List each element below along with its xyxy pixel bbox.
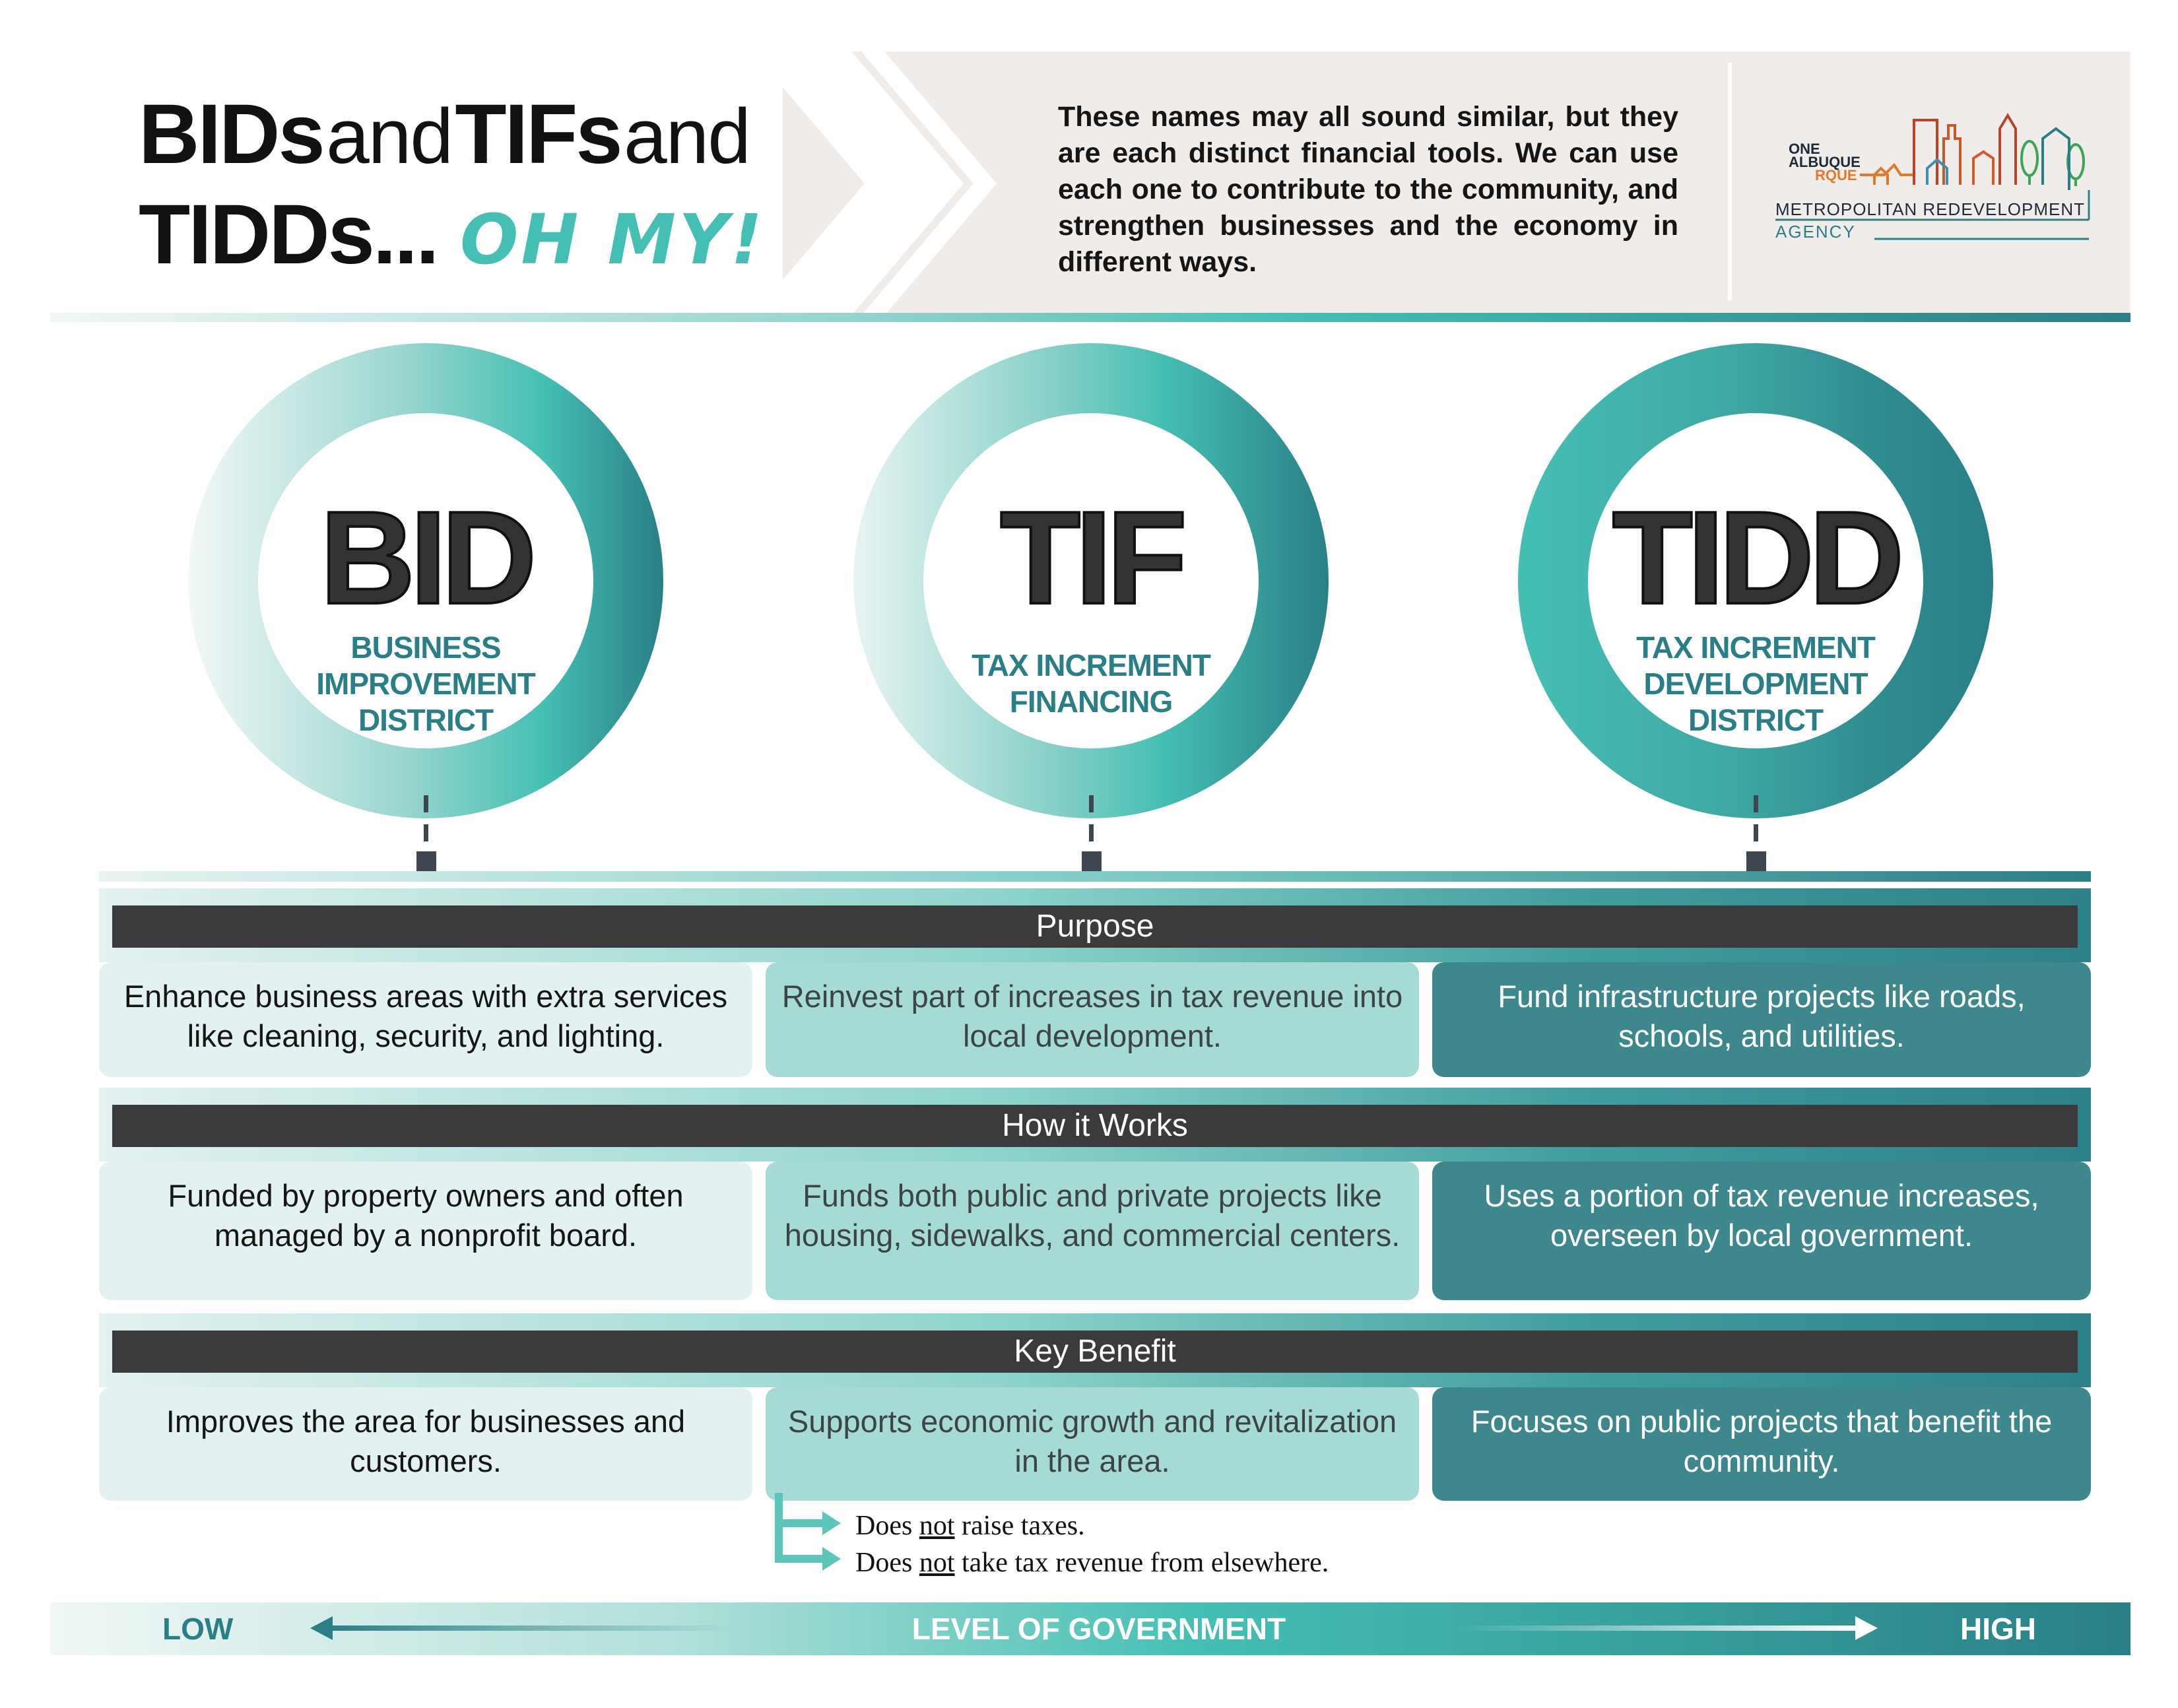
- scale-low-label: LOW: [162, 1612, 234, 1646]
- purpose-bid-cell: Enhance business areas with extra servic…: [99, 962, 752, 1077]
- purpose-tif-cell: Reinvest part of increases in tax revenu…: [766, 962, 1419, 1077]
- title-and-2: and: [624, 93, 751, 180]
- tif-circle-center: TIF TAX INCREMENT FINANCING: [923, 413, 1259, 748]
- tif-full-name: TAX INCREMENT FINANCING: [923, 647, 1259, 720]
- tif-name-line: TAX INCREMENT: [972, 648, 1211, 682]
- note-2-prefix: Does: [855, 1548, 919, 1578]
- bid-abbr: BID: [319, 484, 538, 632]
- note-1-emphasis: not: [919, 1511, 955, 1541]
- arrow-left-icon: [310, 1616, 733, 1640]
- logo-line-1: ONE: [1789, 141, 1820, 157]
- bid-circle: BID BUSINESS IMPROVEMENT DISTRICT: [188, 343, 663, 818]
- how-it-works-bid-cell: Funded by property owners and often mana…: [99, 1162, 752, 1300]
- how-it-works-tidd-cell: Uses a portion of tax revenue increases,…: [1432, 1162, 2091, 1300]
- bid-name-line: IMPROVEMENT: [316, 667, 535, 701]
- note-2-emphasis: not: [919, 1548, 955, 1578]
- title-tifs: TIFs: [455, 87, 622, 181]
- bid-connector-end: [416, 851, 436, 871]
- bid-name-line: DISTRICT: [358, 703, 494, 737]
- tidd-name-line: DEVELOPMENT: [1643, 667, 1868, 701]
- chevron-decoration: [752, 51, 997, 315]
- tif-circle: TIF TAX INCREMENT FINANCING: [853, 343, 1329, 818]
- logo-agency-word: AGENCY: [1775, 222, 1856, 242]
- tif-abbr: TIF: [999, 484, 1189, 632]
- intro-text: These names may all sound similar, but t…: [1058, 101, 1678, 278]
- tidd-name-line: DISTRICT: [1688, 703, 1824, 737]
- how-it-works-heading: How it Works: [112, 1105, 2078, 1147]
- tidd-abbr: TIDD: [1611, 484, 1906, 632]
- tidd-full-name: TAX INCREMENT DEVELOPMENT DISTRICT: [1588, 630, 1923, 739]
- key-benefit-bid-cell: Improves the area for businesses and cus…: [99, 1387, 752, 1501]
- page-title: BIDs and TIFs and TIDDs... OH MY!: [139, 92, 865, 277]
- note-1-prefix: Does: [855, 1511, 919, 1541]
- note-no-revenue-taken: Does not take tax revenue from elsewhere…: [855, 1547, 1329, 1579]
- note-2-suffix: take tax revenue from elsewhere.: [954, 1548, 1329, 1578]
- bid-circle-center: BID BUSINESS IMPROVEMENT DISTRICT: [258, 413, 593, 748]
- title-tagline: OH MY!: [459, 199, 765, 280]
- key-benefit-tif-cell: Supports economic growth and revitalizat…: [766, 1387, 1419, 1501]
- title-bids: BIDs: [139, 87, 325, 181]
- header-title-area: [50, 51, 783, 315]
- logo-divider: [1728, 63, 1732, 300]
- tidd-connector-end: [1746, 851, 1766, 871]
- tif-connector: [1089, 795, 1094, 848]
- bid-name-line: BUSINESS: [350, 630, 501, 665]
- bid-full-name: BUSINESS IMPROVEMENT DISTRICT: [258, 630, 593, 739]
- scale-high-label: HIGH: [1960, 1612, 2036, 1646]
- title-and-1: and: [326, 93, 453, 180]
- tidd-connector: [1754, 795, 1758, 848]
- note-no-tax-raise: Does not raise taxes.: [855, 1510, 1085, 1542]
- key-benefit-heading: Key Benefit: [112, 1330, 2078, 1373]
- purpose-tidd-cell: Fund infrastructure projects like roads,…: [1432, 962, 2091, 1077]
- purpose-heading: Purpose: [112, 905, 2078, 948]
- tif-connector-end: [1082, 851, 1102, 871]
- comparison-rail: [99, 871, 2091, 882]
- logo-line-3: RQUE: [1815, 167, 1857, 183]
- note-1-suffix: raise taxes.: [954, 1511, 1085, 1541]
- tif-name-line: FINANCING: [1009, 684, 1173, 719]
- logo-line-2: ALBUQUE: [1789, 154, 1861, 170]
- key-benefit-tidd-cell: Focuses on public projects that benefit …: [1432, 1387, 2091, 1501]
- tidd-circle: TIDD TAX INCREMENT DEVELOPMENT DISTRICT: [1518, 343, 1993, 818]
- notes-bracket-arrow-icon: [775, 1493, 841, 1571]
- title-tidds: TIDDs...: [139, 187, 439, 282]
- scale-title: LEVEL OF GOVERNMENT INVOLVEMENT: [911, 1612, 1286, 1699]
- header-underline: [50, 313, 2130, 322]
- logo-wordmark: ONE ALBUQUE RQUE: [1789, 141, 1861, 183]
- bid-connector: [424, 795, 428, 848]
- how-it-works-tif-cell: Funds both public and private projects l…: [766, 1162, 1419, 1300]
- agency-logo: ONE ALBUQUE RQUE METROPOLITAN REDEVELOPM…: [1775, 112, 2099, 251]
- arrow-right-icon: [1455, 1616, 1878, 1640]
- tidd-name-line: TAX INCREMENT: [1636, 630, 1876, 665]
- logo-agency-name: METROPOLITAN REDEVELOPMENT: [1775, 199, 2086, 219]
- skyline-icon: [1775, 113, 2090, 240]
- tidd-circle-center: TIDD TAX INCREMENT DEVELOPMENT DISTRICT: [1588, 413, 1923, 748]
